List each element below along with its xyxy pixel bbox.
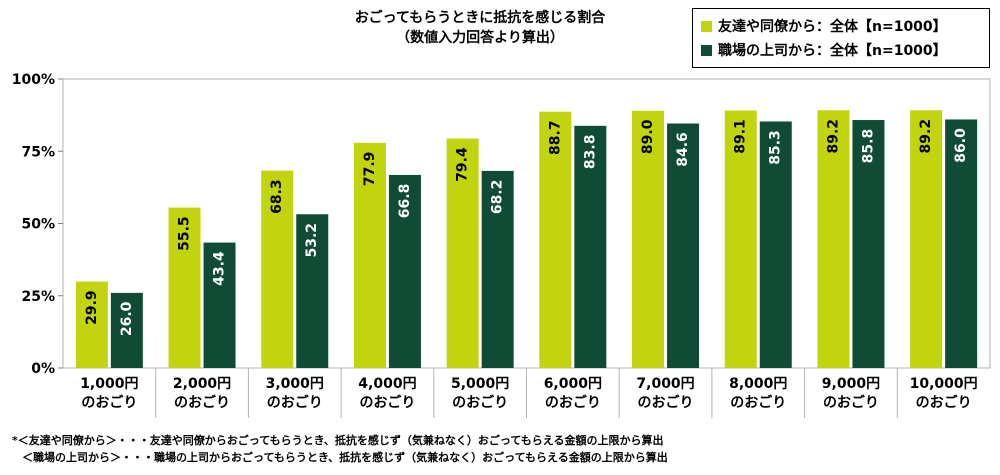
x-tick-label: のおごり — [81, 394, 137, 411]
bar-boss — [759, 121, 792, 368]
x-tick-label: 2,000円 — [173, 376, 231, 392]
legend-item-boss: 職場の上司から：全体【n=1000】 — [701, 38, 981, 62]
x-tick-label: のおごり — [267, 394, 323, 411]
bar-value-label: 83.8 — [582, 135, 598, 170]
bar-value-label: 79.4 — [455, 147, 471, 182]
bar-friends — [168, 207, 201, 368]
bar-value-label: 89.1 — [733, 119, 749, 154]
x-tick-label: 1,000円 — [80, 376, 138, 392]
legend-item-friends: 友達や同僚から：全体【n=1000】 — [701, 14, 981, 38]
x-tick-label: 5,000円 — [451, 376, 509, 392]
bar-boss — [110, 292, 143, 368]
bar-value-label: 84.6 — [675, 132, 691, 167]
footnotes: *＜友達や同僚から＞・・・友達や同僚からおごってもらうとき、抵抗を感じず（気兼ね… — [12, 432, 668, 466]
x-tick-label: 4,000円 — [358, 376, 416, 392]
y-tick-label: 25% — [21, 289, 55, 305]
chart-title-block: おごってもらうときに抵抗を感じる割合 （数値入力回答より算出） — [300, 8, 660, 48]
bar-friends — [817, 110, 850, 368]
x-tick-label: 10,000円 — [910, 376, 978, 392]
bar-boss — [481, 170, 514, 368]
bar-boss — [945, 119, 978, 369]
bar-value-label: 55.5 — [177, 216, 193, 251]
x-tick-label: のおごり — [452, 394, 508, 411]
bar-friends — [632, 110, 665, 368]
bar-value-label: 66.8 — [397, 184, 413, 219]
footnote-boss: ＜職場の上司から＞・・・職場の上司からおごってもらうとき、抵抗を感じず（気兼ねな… — [22, 451, 668, 464]
x-tick-label: のおごり — [545, 394, 601, 411]
legend-swatch-boss — [701, 44, 712, 56]
bar-friends — [539, 111, 572, 369]
bar-boss — [388, 174, 421, 368]
bar-value-label: 89.2 — [918, 119, 934, 154]
chart-subtitle: （数値入力回答より算出） — [396, 30, 564, 46]
bar-friends — [75, 281, 108, 368]
bar-value-label: 53.2 — [304, 223, 320, 258]
y-tick-label: 0% — [31, 361, 55, 377]
x-tick-label: のおごり — [823, 394, 879, 411]
bar-value-label: 85.8 — [860, 129, 876, 164]
legend: 友達や同僚から：全体【n=1000】 職場の上司から：全体【n=1000】 — [692, 8, 990, 68]
bar-value-label: 77.9 — [362, 152, 378, 187]
legend-label-friends: 友達や同僚から：全体【n=1000】 — [718, 19, 947, 35]
bar-value-label: 85.3 — [768, 130, 784, 165]
x-tick-label: 6,000円 — [544, 376, 602, 392]
bar-value-label: 29.9 — [84, 290, 100, 325]
bar-value-label: 86.0 — [953, 128, 969, 163]
x-tick-label: のおごり — [916, 394, 972, 411]
bar-boss — [296, 214, 329, 368]
footnote-friends: *＜友達や同僚から＞・・・友達や同僚からおごってもらうとき、抵抗を感じず（気兼ね… — [12, 434, 664, 447]
x-tick-label: のおごり — [638, 394, 694, 411]
y-tick-label: 100% — [12, 72, 55, 88]
y-tick-label: 75% — [21, 144, 55, 160]
y-tick-label: 50% — [21, 217, 55, 233]
bar-value-label: 89.0 — [640, 119, 656, 154]
x-tick-label: のおごり — [174, 394, 230, 411]
bar-friends — [724, 110, 757, 368]
bar-value-label: 43.4 — [212, 251, 228, 286]
bar-value-label: 68.2 — [490, 180, 506, 215]
legend-swatch-friends — [701, 20, 712, 32]
bar-value-label: 89.2 — [825, 119, 841, 154]
bar-value-label: 88.7 — [547, 120, 563, 155]
bar-boss — [203, 242, 236, 368]
x-tick-label: 8,000円 — [729, 376, 787, 392]
bar-boss — [852, 120, 885, 369]
bar-friends — [261, 170, 294, 368]
x-tick-label: 3,000円 — [266, 376, 324, 392]
x-tick-label: のおごり — [359, 394, 415, 411]
bar-friends — [353, 142, 386, 368]
x-tick-label: 9,000円 — [822, 376, 880, 392]
chart-title: おごってもらうときに抵抗を感じる割合 — [354, 10, 606, 26]
bar-friends — [910, 110, 943, 368]
bar-value-label: 26.0 — [119, 301, 135, 336]
bar-friends — [446, 138, 479, 368]
x-tick-label: のおごり — [730, 394, 786, 411]
bar-value-label: 68.3 — [269, 179, 285, 214]
bar-boss — [574, 125, 607, 369]
plot-frame — [62, 78, 991, 369]
legend-label-boss: 職場の上司から：全体【n=1000】 — [718, 43, 947, 59]
x-tick-label: 7,000円 — [636, 376, 694, 392]
bar-boss — [667, 123, 700, 368]
